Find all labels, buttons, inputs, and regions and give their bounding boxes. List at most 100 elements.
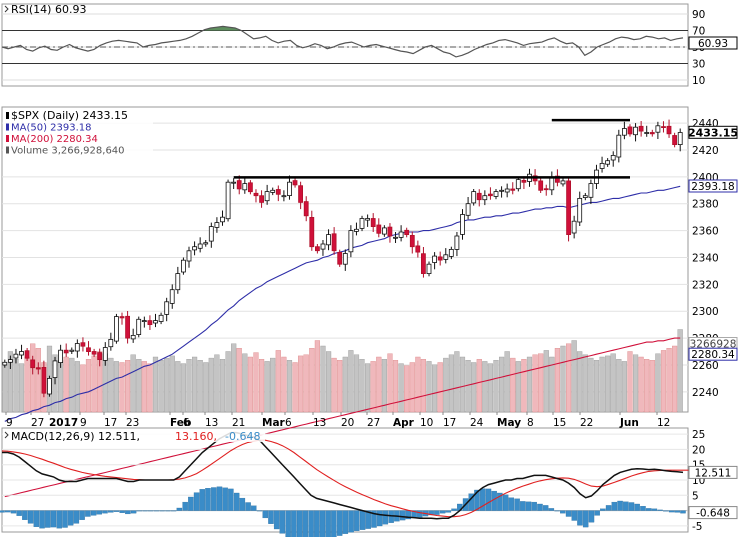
macd-histogram-bar bbox=[508, 497, 515, 511]
date-tick-label: 10 bbox=[420, 417, 433, 429]
date-tick-label: 17 bbox=[104, 417, 117, 429]
candle-body bbox=[326, 234, 331, 246]
candle bbox=[264, 184, 270, 205]
volume-bar bbox=[510, 357, 516, 413]
macd-value-labels: 12.511 -0.648 bbox=[688, 465, 738, 520]
candle bbox=[353, 222, 359, 236]
candle-body bbox=[287, 181, 292, 196]
price-label-text: 3266928 bbox=[690, 338, 737, 350]
volume-bar bbox=[270, 357, 276, 413]
candle-body bbox=[253, 192, 259, 197]
candle bbox=[426, 261, 432, 277]
macd-histogram-bar bbox=[623, 501, 629, 511]
date-tick-label: 9 bbox=[80, 417, 87, 429]
candle bbox=[638, 121, 644, 137]
rsi-legend: RSI(14) 60.93 bbox=[4, 3, 86, 16]
candle bbox=[342, 249, 348, 271]
candle-body bbox=[69, 349, 75, 352]
candle bbox=[287, 175, 292, 200]
candle bbox=[259, 190, 265, 208]
volume-bar bbox=[365, 363, 371, 413]
candle-body bbox=[666, 125, 672, 135]
candle bbox=[30, 355, 36, 375]
macd-histogram-bar bbox=[577, 510, 583, 526]
macd-histogram-bar bbox=[560, 510, 566, 514]
volume-bar bbox=[549, 356, 555, 413]
candle-body bbox=[86, 347, 91, 352]
candle bbox=[365, 214, 371, 227]
candle-body bbox=[281, 195, 287, 198]
candle bbox=[125, 311, 130, 344]
candle bbox=[69, 347, 75, 354]
volume-bar bbox=[292, 362, 298, 413]
date-tick-label: 17 bbox=[443, 417, 456, 429]
volume-bar bbox=[337, 360, 343, 413]
candle bbox=[666, 119, 672, 138]
candle-body bbox=[538, 180, 544, 191]
candle bbox=[499, 186, 505, 198]
candle bbox=[231, 178, 237, 189]
candle bbox=[616, 129, 622, 163]
macd-histogram-bar bbox=[319, 510, 326, 537]
candle bbox=[136, 316, 142, 338]
candle bbox=[225, 179, 231, 222]
macd-histogram-bar bbox=[537, 503, 543, 511]
candle-body bbox=[465, 203, 471, 216]
candle-body bbox=[309, 216, 315, 248]
volume-bar bbox=[398, 363, 404, 413]
candle bbox=[644, 125, 650, 137]
price-label: 3266928 bbox=[688, 337, 738, 350]
candle bbox=[147, 315, 153, 330]
candle bbox=[52, 356, 58, 385]
legend-swatch bbox=[6, 146, 9, 154]
macd-histogram-bar bbox=[434, 510, 440, 515]
volume-bar bbox=[649, 360, 655, 413]
candle bbox=[661, 121, 666, 133]
candle bbox=[337, 249, 343, 267]
legend-swatch bbox=[6, 135, 9, 142]
candle bbox=[437, 251, 443, 266]
volume-bar bbox=[644, 359, 650, 413]
price-tick-label: 2420 bbox=[692, 145, 719, 157]
candle-body bbox=[454, 235, 460, 250]
rsi-grid bbox=[2, 13, 688, 81]
volume-bar bbox=[387, 353, 393, 413]
candle-body bbox=[432, 255, 438, 263]
candle-body bbox=[387, 226, 393, 237]
volume-bar bbox=[203, 362, 209, 413]
candle bbox=[153, 313, 158, 328]
candle-body bbox=[415, 245, 421, 253]
macd-histogram-bar bbox=[211, 487, 217, 511]
candle-body bbox=[549, 176, 555, 191]
macd-histogram-bar bbox=[445, 510, 452, 513]
candle bbox=[2, 359, 8, 368]
candle-body bbox=[108, 338, 114, 348]
macd-histogram-bar bbox=[90, 510, 97, 516]
candle-body bbox=[7, 359, 13, 363]
macd-legend-entry: 13.160, bbox=[175, 430, 217, 443]
candle-body bbox=[91, 351, 97, 355]
volume-bar bbox=[74, 361, 80, 413]
macd-histogram-bar bbox=[33, 510, 40, 527]
candle bbox=[270, 187, 276, 196]
volume-bar bbox=[208, 357, 214, 413]
macd-histogram-bar bbox=[170, 510, 177, 512]
rsi-overbought-area bbox=[204, 26, 242, 31]
candle bbox=[393, 232, 398, 243]
macd-histogram-bar bbox=[119, 510, 125, 513]
price-candles bbox=[2, 119, 683, 398]
macd-histogram-bar bbox=[674, 510, 681, 513]
date-tick-label: 23 bbox=[126, 417, 139, 429]
macd-histogram-bar bbox=[176, 507, 183, 511]
volume-bar bbox=[493, 360, 499, 413]
legend-entry: MA(50) 2393.18 bbox=[11, 123, 92, 134]
macd-histogram-bar bbox=[474, 489, 480, 511]
candle-body bbox=[381, 227, 387, 235]
volume-bar bbox=[353, 354, 360, 413]
macd-histogram-bar bbox=[359, 510, 366, 530]
macd-histogram-bar bbox=[251, 505, 257, 511]
candle bbox=[571, 215, 577, 239]
volume-bar bbox=[655, 353, 661, 413]
price-tick-label: 2340 bbox=[692, 252, 719, 264]
macd-histogram-bar bbox=[233, 492, 240, 511]
